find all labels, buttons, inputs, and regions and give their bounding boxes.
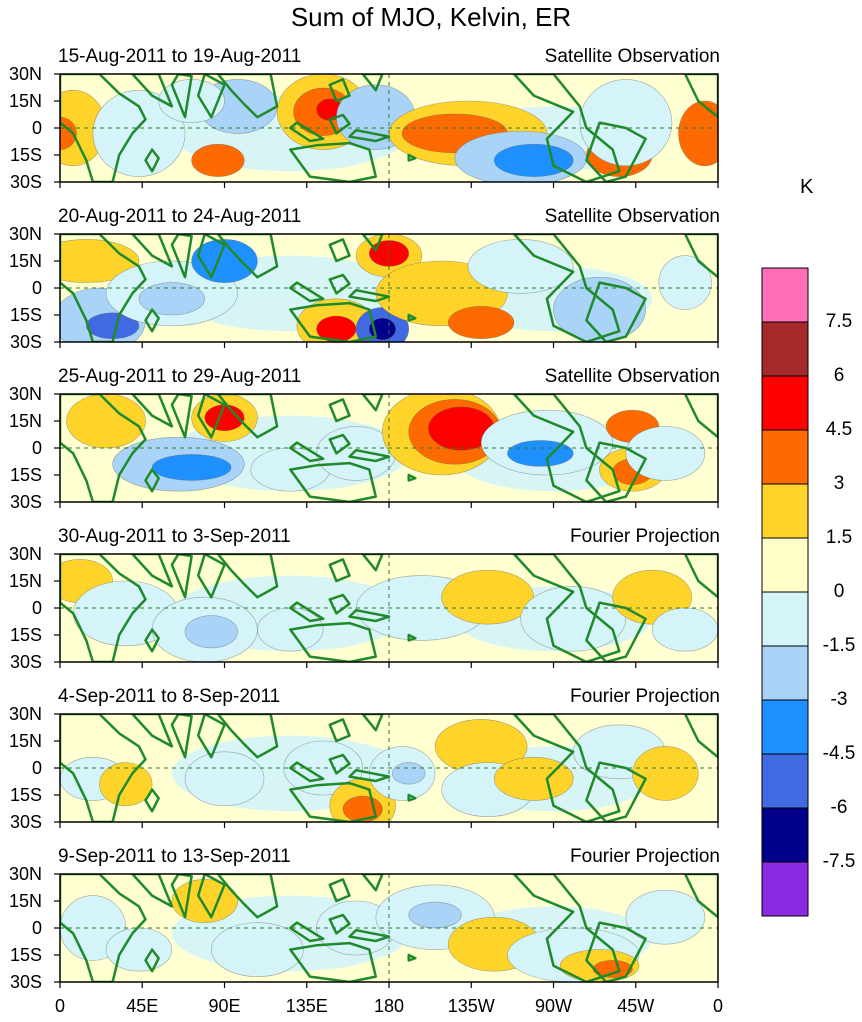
coastlines xyxy=(60,554,718,662)
latitude-label: 0 xyxy=(31,438,42,458)
map-panel-5 xyxy=(54,713,719,828)
latitude-label: 30N xyxy=(8,704,42,724)
latitude-label: 0 xyxy=(31,598,42,618)
latitude-label: 15N xyxy=(8,251,42,271)
latitude-label: 30N xyxy=(8,64,42,84)
latitude-label: 15N xyxy=(8,91,42,111)
latitude-label: 30N xyxy=(8,544,42,564)
map-panel-4 xyxy=(54,553,719,668)
longitude-label: 135E xyxy=(285,996,328,1016)
latitude-label: 15S xyxy=(9,625,42,645)
colorbar-tick-label: 6 xyxy=(833,365,845,386)
coastlines xyxy=(60,714,718,822)
longitude-label: 45E xyxy=(126,996,159,1016)
panel-date-range: 25-Aug-2011 to 29-Aug-2011 xyxy=(58,366,302,387)
panel-source: Satellite Observation xyxy=(544,366,720,387)
longitude-label: 45W xyxy=(617,996,655,1016)
latitude-label: 0 xyxy=(31,918,42,938)
latitude-label: 30N xyxy=(8,384,42,404)
colorbar-tick-label: -6 xyxy=(830,797,848,818)
anomaly-field xyxy=(60,234,718,342)
coastlines xyxy=(60,74,718,182)
colorbar xyxy=(761,267,809,917)
colorbar-swatch xyxy=(761,753,809,809)
map-panel-3 xyxy=(54,393,719,508)
latitude-label: 15N xyxy=(8,731,42,751)
coastlines xyxy=(60,394,718,502)
latitude-label: 15N xyxy=(8,411,42,431)
panel-source: Fourier Projection xyxy=(570,846,720,867)
colorbar-tick-label: 4.5 xyxy=(825,419,853,440)
latitude-label: 30S xyxy=(9,812,42,832)
panel-source: Fourier Projection xyxy=(570,686,720,707)
latitude-label: 15S xyxy=(9,145,42,165)
panel-date-range: 9-Sep-2011 to 13-Sep-2011 xyxy=(58,846,291,867)
latitude-label: 30N xyxy=(8,864,42,884)
panel-date-range: 30-Aug-2011 to 3-Sep-2011 xyxy=(58,526,291,547)
longitude-label: 0 xyxy=(54,996,65,1016)
map-panel-6 xyxy=(54,873,719,988)
colorbar-swatch xyxy=(761,267,809,323)
latitude-label: 15S xyxy=(9,945,42,965)
latitude-label: 30S xyxy=(9,172,42,192)
colorbar-swatch xyxy=(761,375,809,431)
colorbar-swatch xyxy=(761,591,809,647)
colorbar-tick-label: 7.5 xyxy=(825,311,853,332)
panel-date-range: 15-Aug-2011 to 19-Aug-2011 xyxy=(58,46,302,67)
colorbar-tick-label: -3 xyxy=(830,689,848,710)
latitude-label: 0 xyxy=(31,758,42,778)
colorbar-tick-label: 1.5 xyxy=(825,527,853,548)
latitude-label: 30S xyxy=(9,492,42,512)
anomaly-field xyxy=(60,874,718,982)
colorbar-swatch xyxy=(761,861,809,917)
panel-source: Satellite Observation xyxy=(544,46,720,67)
colorbar-swatch xyxy=(761,321,809,377)
panel-date-range: 20-Aug-2011 to 24-Aug-2011 xyxy=(58,206,302,227)
panel-date-range: 4-Sep-2011 to 8-Sep-2011 xyxy=(58,686,281,707)
longitude-label: 90E xyxy=(208,996,241,1016)
latitude-label: 30N xyxy=(8,224,42,244)
longitude-label: 90W xyxy=(534,996,572,1016)
coastlines xyxy=(60,874,718,982)
latitude-label: 0 xyxy=(31,118,42,138)
colorbar-swatch xyxy=(761,483,809,539)
colorbar-unit: K xyxy=(800,176,814,198)
latitude-label: 15S xyxy=(9,785,42,805)
map-panel-2 xyxy=(54,233,719,348)
colorbar-swatch xyxy=(761,807,809,863)
colorbar-tick-label: -1.5 xyxy=(822,635,856,656)
latitude-label: 15S xyxy=(9,305,42,325)
panel-source: Satellite Observation xyxy=(544,206,720,227)
latitude-label: 15N xyxy=(8,891,42,911)
anomaly-field xyxy=(60,74,718,182)
colorbar-swatch xyxy=(761,537,809,593)
anomaly-field xyxy=(60,554,718,662)
anomaly-field xyxy=(60,714,718,822)
colorbar-swatch xyxy=(761,699,809,755)
latitude-label: 0 xyxy=(31,278,42,298)
panel-source: Fourier Projection xyxy=(570,526,720,547)
colorbar-tick-label: -7.5 xyxy=(822,851,856,872)
colorbar-swatch xyxy=(761,645,809,701)
colorbar-tick-label: 0 xyxy=(833,581,845,602)
longitude-label: 0 xyxy=(712,996,723,1016)
map-panel-1 xyxy=(54,73,719,188)
longitude-label: 180 xyxy=(373,996,405,1016)
colorbar-tick-label: 3 xyxy=(833,473,845,494)
longitude-label: 135W xyxy=(447,996,495,1016)
latitude-label: 15S xyxy=(9,465,42,485)
latitude-label: 30S xyxy=(9,332,42,352)
latitude-label: 30S xyxy=(9,652,42,672)
colorbar-swatch xyxy=(761,429,809,485)
latitude-label: 15N xyxy=(8,571,42,591)
figure-title: Sum of MJO, Kelvin, ER xyxy=(290,2,572,32)
colorbar-tick-label: -4.5 xyxy=(822,743,856,764)
coastlines xyxy=(60,234,718,342)
latitude-label: 30S xyxy=(9,972,42,992)
